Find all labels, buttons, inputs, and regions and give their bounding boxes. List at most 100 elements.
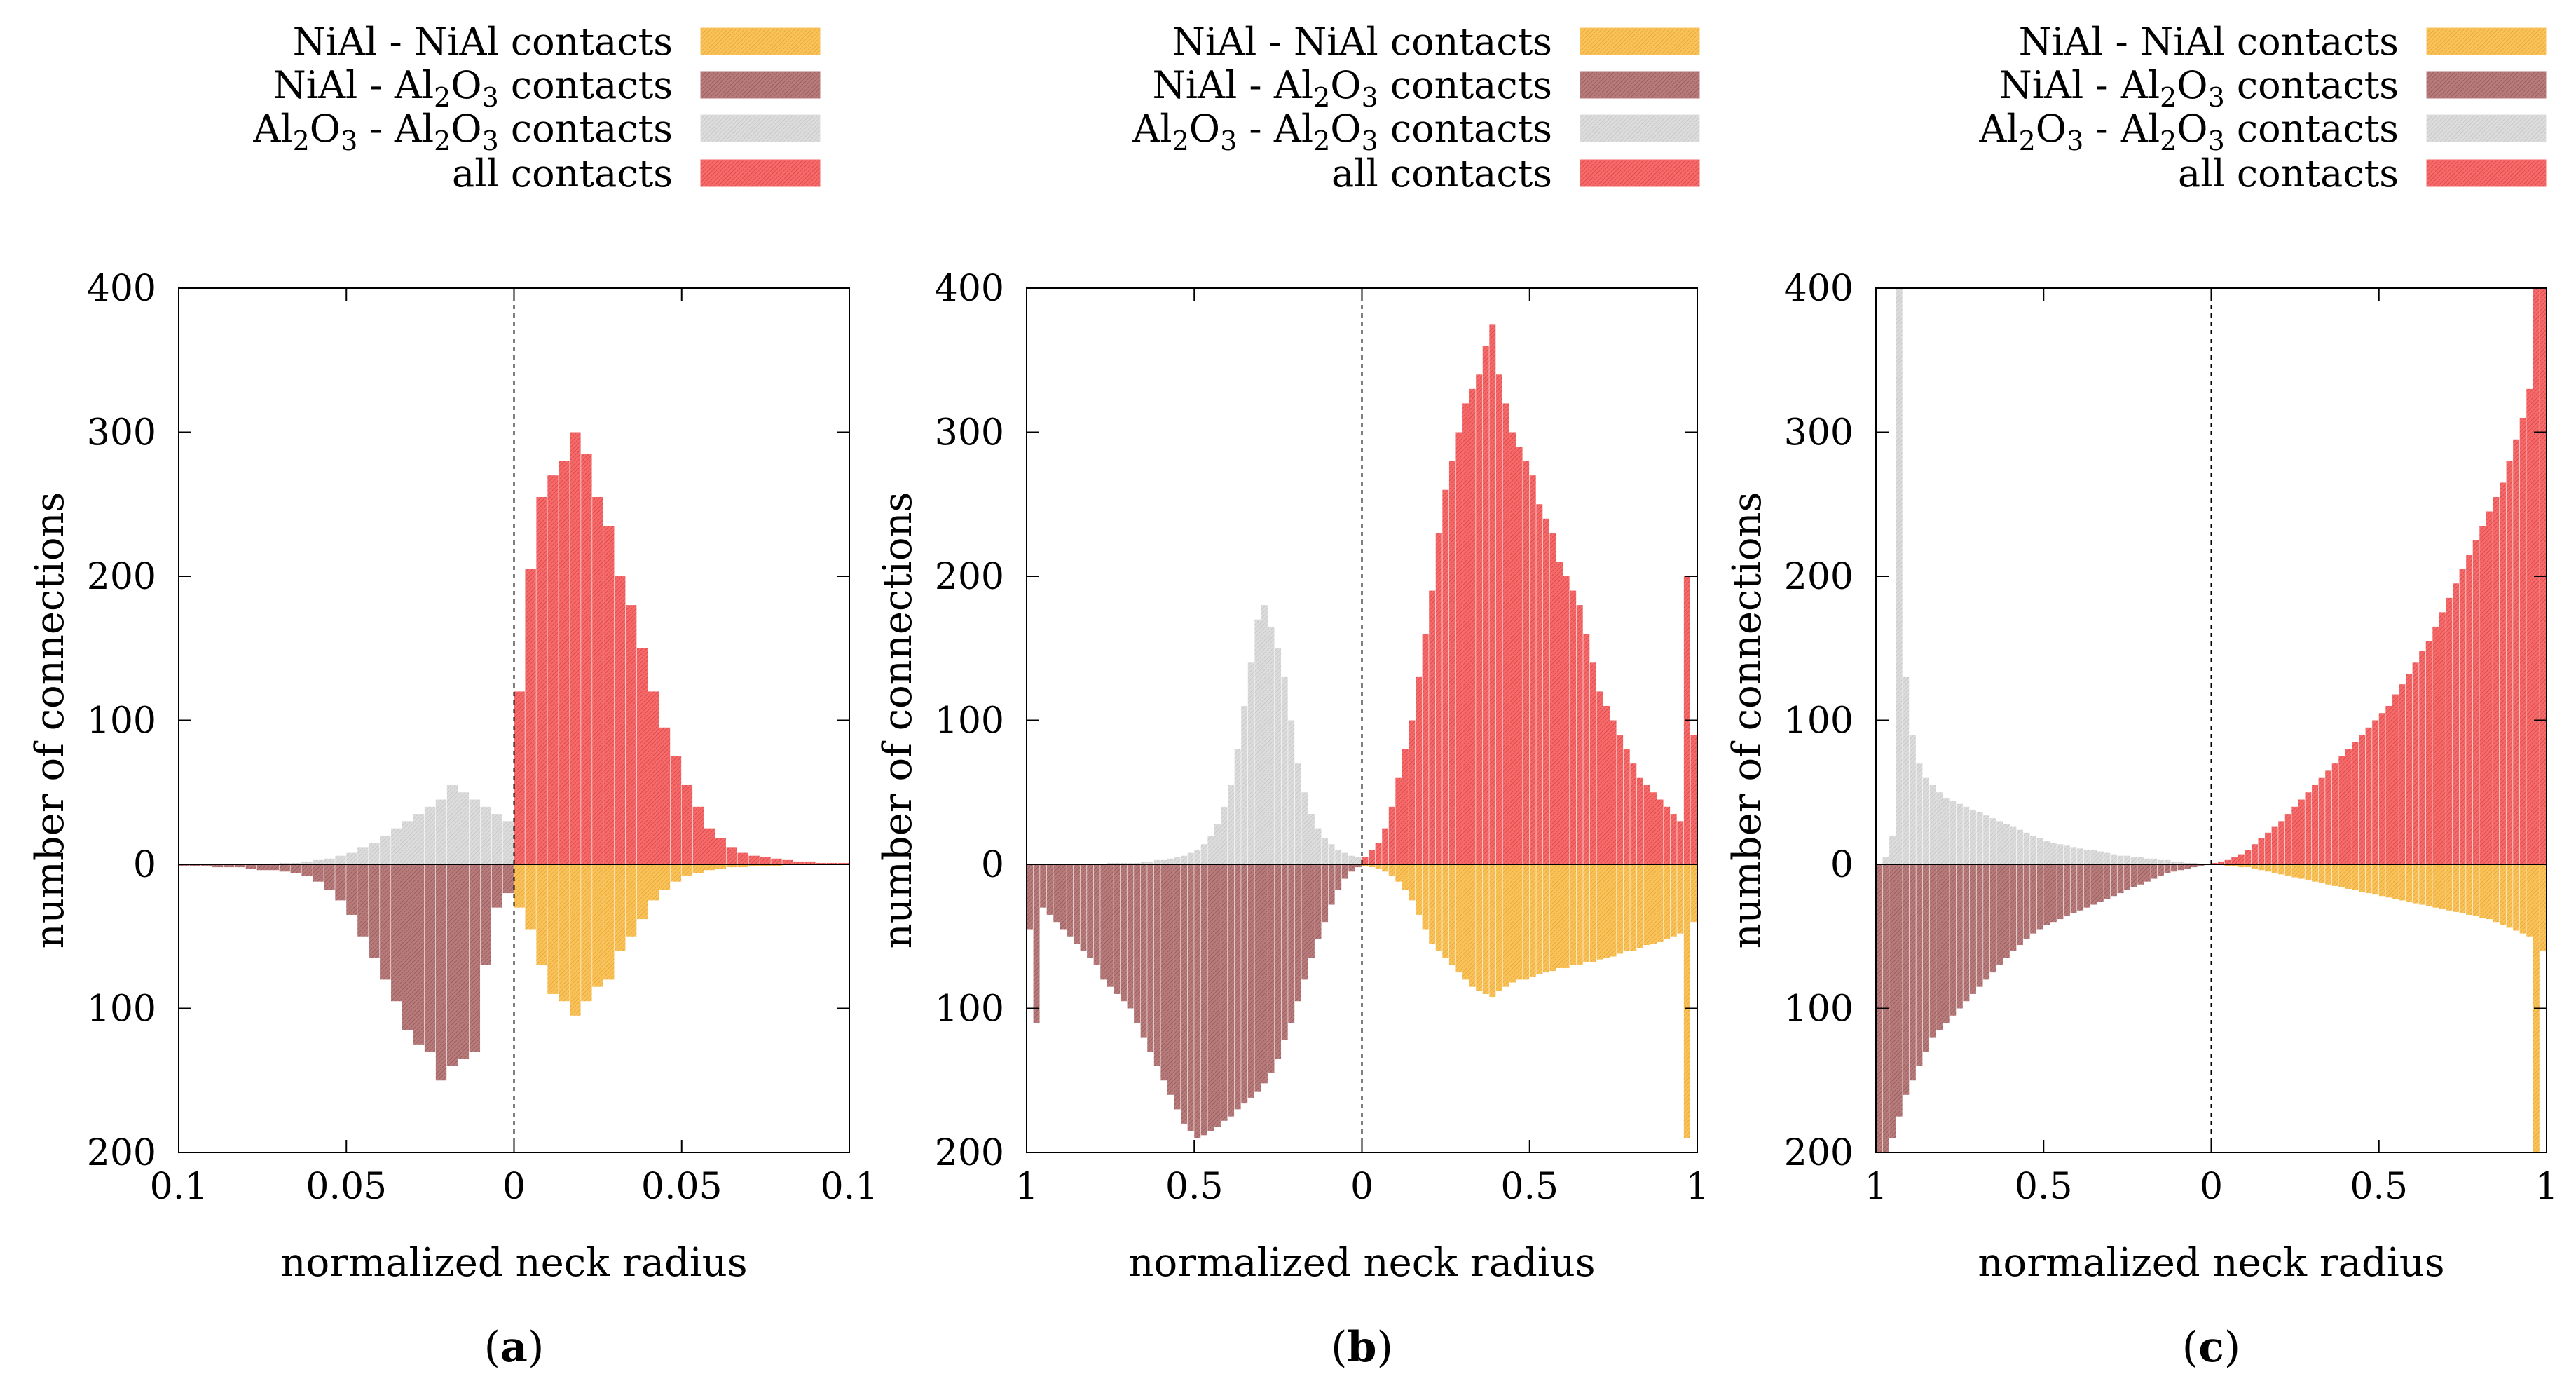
bar	[1375, 864, 1382, 869]
bar	[2271, 864, 2278, 873]
x-tick-label: 1	[2535, 1166, 2558, 1208]
bar	[2338, 864, 2345, 887]
bar	[2245, 850, 2252, 864]
legend-label-al2o3_al2o3: Al2O3 - Al2O3 contacts	[1132, 107, 1552, 156]
y-axis-label: number of connections	[1725, 492, 1770, 949]
bar	[2211, 862, 2218, 864]
bar	[2137, 857, 2144, 864]
legend-label-part: Al	[252, 107, 292, 151]
bar	[502, 864, 514, 894]
bar	[1228, 864, 1235, 1117]
bar	[1395, 777, 1402, 864]
bar	[1596, 691, 1603, 864]
bar	[2251, 844, 2258, 864]
bar	[2023, 832, 2030, 864]
bar	[424, 864, 436, 1052]
legend-swatch-al2o3_al2o3	[1580, 114, 1700, 142]
legend-label-part: 2	[434, 125, 451, 156]
panel-caption: (b)	[1331, 1323, 1393, 1372]
bar	[1657, 864, 1664, 942]
y-tick-label: 100	[87, 700, 156, 742]
bar	[2345, 749, 2352, 864]
bar	[1207, 835, 1214, 864]
legend-label-part: NiAl - Al	[1152, 63, 1313, 107]
bar	[2010, 826, 2017, 864]
bar	[2171, 864, 2178, 872]
bar	[1187, 864, 1194, 1131]
bar	[2251, 864, 2258, 869]
bar	[1429, 864, 1436, 944]
bar	[1140, 864, 1147, 1038]
bar	[2412, 662, 2419, 864]
bar	[2519, 417, 2526, 864]
legend-label-part: 3	[2208, 125, 2225, 156]
bar	[1127, 862, 1134, 864]
bar	[2070, 864, 2077, 913]
legend-swatch-all	[1580, 159, 1700, 187]
bar	[1174, 864, 1181, 1110]
bar	[1288, 720, 1295, 864]
bar	[1670, 814, 1677, 865]
y-tick-label: 200	[1784, 1132, 1854, 1174]
bar	[592, 864, 603, 987]
bar	[1455, 432, 1462, 864]
bar	[1181, 864, 1188, 1124]
bar	[1664, 864, 1671, 939]
bar	[748, 864, 760, 866]
bar	[1603, 705, 1610, 864]
bar	[1956, 803, 1963, 864]
legend-label-part: O	[2177, 107, 2207, 151]
bar	[1355, 864, 1362, 868]
bar	[726, 847, 737, 864]
bar	[2318, 777, 2325, 864]
bar	[2117, 864, 2124, 894]
bar	[1281, 864, 1288, 1040]
bar	[189, 864, 201, 866]
y-tick-label: 200	[87, 556, 156, 598]
bar	[2265, 832, 2272, 864]
bar	[1664, 806, 1671, 864]
bar	[1308, 864, 1315, 958]
bar	[2312, 784, 2319, 864]
bar	[570, 864, 581, 1016]
bar	[2526, 864, 2533, 937]
bar	[268, 864, 279, 871]
bar	[2245, 864, 2252, 868]
bar	[1489, 864, 1496, 998]
x-axis-label: normalized neck radius	[1128, 1240, 1595, 1286]
legend-swatch-nial_al2o3	[1580, 71, 1700, 99]
bar	[1422, 634, 1429, 864]
bar	[1462, 403, 1469, 864]
bar	[659, 727, 671, 865]
bar	[1435, 864, 1442, 951]
bar	[1053, 864, 1060, 923]
bar	[1623, 749, 1630, 864]
bar	[435, 864, 447, 1081]
bar	[2338, 756, 2345, 865]
bar	[1275, 648, 1282, 864]
y-tick-label: 0	[133, 844, 156, 886]
bar	[2083, 850, 2090, 864]
bar	[1422, 864, 1429, 930]
bar	[626, 864, 637, 937]
bar	[2425, 641, 2432, 864]
bar	[256, 864, 268, 871]
bar	[1281, 676, 1288, 864]
bar	[2050, 843, 2057, 864]
bar	[1382, 828, 1389, 865]
bar	[1542, 518, 1549, 864]
bar	[369, 843, 380, 864]
bar	[1502, 403, 1509, 864]
bar	[1502, 864, 1509, 987]
bar	[1214, 864, 1221, 1127]
bar	[1489, 324, 1496, 864]
legend-label-all: all contacts	[1331, 151, 1552, 196]
bar	[2284, 864, 2291, 876]
bar	[1160, 859, 1167, 865]
y-tick-label: 200	[1784, 556, 1854, 598]
bar	[1976, 812, 1983, 864]
bar	[2057, 864, 2064, 920]
bar	[2104, 852, 2111, 864]
